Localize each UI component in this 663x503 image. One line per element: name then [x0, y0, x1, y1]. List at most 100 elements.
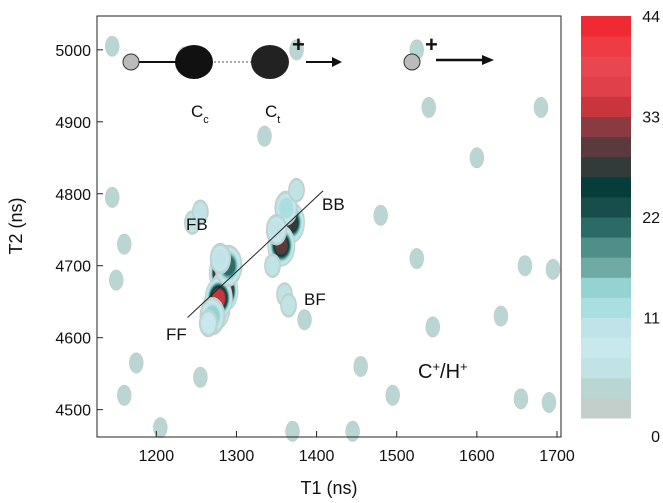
colorbar-band — [581, 397, 631, 419]
contour-level — [518, 256, 532, 276]
colorbar-band — [581, 136, 631, 158]
annotation: C+/H+ — [418, 359, 468, 384]
contour-blob — [264, 253, 281, 278]
contour-blob — [517, 255, 533, 277]
contour-blob — [274, 190, 298, 226]
fit-line — [187, 190, 324, 318]
colorbar-tick-label: 0 — [651, 429, 660, 446]
x-axis-label: T1 (ns) — [300, 478, 357, 498]
x-tick-label: 1500 — [379, 448, 415, 465]
x-tick-label: 1700 — [539, 448, 575, 465]
contour-blob — [116, 384, 132, 406]
plot-frame — [96, 15, 562, 438]
superscript: + — [432, 359, 440, 374]
colorbar: 0 11 22 33 44 — [581, 9, 660, 446]
annotation-text: BB — [322, 195, 345, 214]
annotation-text: C — [418, 361, 432, 383]
contour-blob — [129, 352, 144, 374]
y-tick-label: 4500 — [55, 403, 91, 420]
contour-level — [105, 188, 119, 207]
colorbar-tick-label: 22 — [642, 210, 660, 227]
annotation: BB — [322, 195, 345, 214]
contour-blob — [285, 420, 300, 442]
contour-blob — [353, 355, 368, 377]
plot-area — [104, 35, 561, 442]
contour-blob — [104, 35, 120, 57]
annotation: + — [292, 32, 305, 57]
colorbar-band — [581, 337, 631, 359]
contour-blob — [265, 213, 288, 246]
annotation-text: /H — [440, 361, 460, 383]
contour-blob — [545, 258, 561, 280]
contour-blob — [108, 269, 124, 291]
colorbar-band — [581, 357, 631, 379]
contour-level — [117, 234, 131, 254]
colorbar-band — [581, 377, 631, 399]
contour-level — [386, 385, 400, 405]
contour-blob — [193, 366, 208, 388]
contour-blob — [409, 248, 425, 270]
annotation: + — [425, 32, 438, 57]
contour-blob — [373, 204, 388, 226]
contour-level — [289, 180, 304, 200]
annotation-text: + — [425, 32, 438, 57]
x-tick-label: 1200 — [139, 448, 175, 465]
annotation: FB — [186, 215, 208, 234]
contour-blob — [288, 177, 305, 203]
contour-level — [281, 295, 296, 315]
annotation: BF — [304, 290, 326, 309]
annotation: Cc — [191, 102, 209, 126]
contour-level — [374, 206, 388, 225]
contour-level — [494, 306, 508, 326]
contour-blob — [469, 147, 485, 169]
contour-blob — [116, 233, 132, 255]
colorbar-band — [581, 116, 631, 138]
contour-level — [346, 421, 360, 441]
annotation-text: + — [292, 32, 305, 57]
contour-level — [410, 249, 424, 268]
contour-level — [201, 313, 216, 334]
colorbar-tick-label: 11 — [643, 311, 660, 328]
annotation-text: C — [265, 102, 277, 121]
molecule-diagram — [122, 45, 494, 79]
contour-level — [109, 270, 123, 290]
colorbar-band — [581, 76, 631, 97]
contour-level — [422, 98, 436, 117]
colorbar-band — [581, 96, 631, 117]
contour-blob — [385, 384, 400, 406]
y-tick-label: 4600 — [55, 331, 91, 348]
y-tick-label: 5000 — [55, 43, 91, 60]
colorbar-band — [581, 237, 631, 258]
colorbar-band — [581, 16, 631, 37]
contour-level — [279, 198, 294, 219]
contour-level — [286, 421, 300, 441]
contour-level — [426, 317, 440, 337]
colorbar-band — [581, 317, 631, 339]
colorbar-band — [581, 56, 631, 77]
annotation-text: C — [191, 102, 203, 121]
colorbar-band — [581, 277, 631, 298]
contour-level — [213, 248, 228, 269]
contour-blob — [153, 417, 168, 439]
contour-level — [514, 389, 528, 409]
contour-blob — [345, 420, 360, 442]
x-tick-label: 1600 — [459, 448, 495, 465]
contour-blob — [297, 309, 312, 331]
contour-level — [298, 310, 312, 330]
colorbar-band — [581, 36, 631, 57]
superscript: + — [460, 359, 468, 374]
contour-level — [257, 126, 271, 146]
contour-level — [129, 353, 143, 373]
annotation-text: FB — [186, 215, 208, 234]
contour-level — [354, 357, 368, 376]
contour-level — [534, 98, 548, 117]
contour-level — [117, 385, 131, 405]
contour-blob — [280, 293, 297, 318]
contour-blob — [192, 199, 209, 224]
contour-blob — [425, 316, 441, 338]
contour-blob — [104, 186, 120, 208]
colorbar-band — [581, 217, 631, 238]
x-tick-label: 1400 — [299, 448, 335, 465]
y-axis-label: T2 (ns) — [6, 197, 26, 254]
contour-level — [193, 367, 207, 387]
